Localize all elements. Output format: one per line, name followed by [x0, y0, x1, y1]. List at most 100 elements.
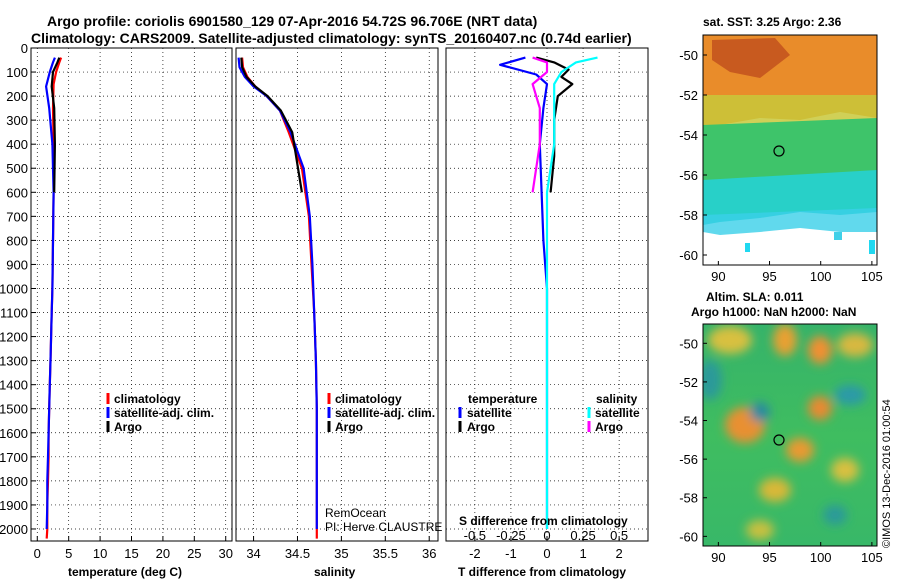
s-difference-xlabel: S difference from climatology	[459, 514, 628, 528]
x2-tick-label: -0.25	[496, 528, 526, 543]
series-line-satellite-adj-clim-	[237, 57, 318, 529]
map-y-tick-label: -60	[679, 529, 698, 544]
sla-profile-marker	[773, 434, 785, 446]
y-tick-label: 0	[21, 41, 28, 56]
map-x-tick-label: 95	[762, 550, 776, 565]
salinity-difference-axis: -0.5 -0.25 0 0.25 0.5	[464, 528, 629, 543]
sst-heatmap	[703, 35, 877, 265]
x-tick-label: 36	[422, 546, 436, 561]
sla-positive-anomaly	[786, 438, 814, 462]
x-tick-label: -1	[505, 546, 517, 561]
x-tick-label: 5	[65, 546, 72, 561]
x-tick-label: 10	[93, 546, 107, 561]
y-tick-label: 600	[6, 185, 28, 200]
map-x-tick-label: 90	[711, 550, 725, 565]
sla-heatmap	[703, 324, 877, 546]
x-tick-label: 0	[34, 546, 41, 561]
difference-legend: temperature satellite Argo salinity sate…	[458, 392, 640, 434]
legend-label-s-satellite: satellite	[595, 406, 640, 420]
sst-map-frame	[702, 34, 878, 266]
salinity-panel	[235, 47, 439, 542]
sst-hot-patch	[712, 38, 790, 78]
y-tick-label: 1100	[0, 306, 28, 321]
sla-positive-anomaly	[746, 520, 774, 540]
y-tick-label: 1000	[0, 281, 28, 296]
temperature-grid	[31, 47, 232, 541]
sla-negative-anomaly	[823, 505, 847, 525]
sla-positive-anomaly	[837, 333, 873, 357]
x-tick-label: 1	[579, 546, 586, 561]
map-y-tick-label: -58	[679, 208, 698, 223]
y-tick-label: 100	[6, 65, 28, 80]
sla-negative-anomaly	[750, 402, 770, 422]
title-line-2: Climatology: CARS2009. Satellite-adjuste…	[31, 30, 632, 46]
y-tick-label: 1600	[0, 426, 28, 441]
y-tick-label: 2000	[0, 522, 28, 537]
copyright-label: ©IMOS 13-Dec-2016 01:00:54	[881, 399, 893, 548]
map-x-tick-label: 90	[711, 269, 725, 284]
x-tick-label: 2	[616, 546, 623, 561]
sla-map-frame	[702, 323, 878, 547]
x2-tick-label: 0.5	[610, 528, 628, 543]
y-tick-label: 1700	[0, 450, 28, 465]
x-tick-label: 35.5	[373, 546, 398, 561]
salinity-x-axis: 34 34.5 35 35.5 36	[246, 536, 436, 561]
y-tick-label: 500	[6, 161, 28, 176]
legend-label-t-argo: Argo	[467, 420, 495, 434]
x2-tick-label: -0.5	[464, 528, 486, 543]
salinity-lines	[237, 57, 318, 539]
temperature-xlabel: temperature (deg C)	[68, 565, 182, 579]
difference-xlabel: T difference from climatology	[458, 565, 626, 579]
difference-lines	[499, 56, 598, 529]
legend-label-s-argo: Argo	[595, 420, 623, 434]
x-tick-label: 15	[124, 546, 138, 561]
sst-map-title: sat. SST: 3.25 Argo: 2.36	[703, 15, 842, 29]
legend-label-argo: Argo	[335, 420, 363, 434]
x-tick-label: 0	[543, 546, 550, 561]
temperature-x-axis: 0 5 10 15 20 25 30	[34, 536, 233, 561]
y-tick-label: 800	[6, 233, 28, 248]
legend-title-temperature: temperature	[468, 392, 538, 406]
temperature-lines	[44, 57, 63, 539]
sst-axes: 90 95 100 105 -50 -52 -54 -56 -58 -60	[679, 48, 883, 284]
x2-tick-label: 0	[543, 528, 550, 543]
map-y-tick-label: -52	[679, 375, 698, 390]
sla-negative-anomaly	[703, 360, 722, 400]
legend-label-argo: Argo	[114, 420, 142, 434]
map-y-tick-label: -52	[679, 88, 698, 103]
sst-profile-marker	[773, 145, 785, 157]
x-tick-label: 20	[156, 546, 170, 561]
sla-positive-anomaly	[831, 458, 859, 482]
x2-tick-label: 0.25	[570, 528, 595, 543]
y-tick-label: 1800	[0, 474, 28, 489]
annotation-pi: PI: Herve CLAUSTRE	[325, 520, 442, 534]
map-x-tick-label: 105	[861, 269, 883, 284]
x-tick-label: -2	[469, 546, 481, 561]
sla-map-title: Altim. SLA: 0.011	[706, 290, 804, 304]
legend-label-climatology: climatology	[335, 392, 402, 406]
title-line-1: Argo profile: coriolis 6901580_129 07-Ap…	[47, 13, 537, 29]
legend-label-satellite: satellite-adj. clim.	[114, 406, 214, 420]
sla-axes: 90 95 100 105 -50 -52 -54 -56 -58 -60	[679, 336, 883, 565]
y-tick-label: 700	[6, 209, 28, 224]
x-tick-label: 30	[218, 546, 232, 561]
sla-positive-anomaly	[808, 396, 832, 420]
salinity-xlabel: salinity	[314, 565, 356, 579]
sla-positive-anomaly	[808, 336, 832, 364]
x-tick-label: 34	[246, 546, 260, 561]
legend-title-salinity: salinity	[596, 392, 638, 406]
map-y-tick-label: -58	[679, 491, 698, 506]
map-x-tick-label: 95	[762, 269, 776, 284]
y-tick-label: 900	[6, 257, 28, 272]
map-y-tick-label: -50	[679, 336, 698, 351]
depth-axis: 0 100 200 300 400 500 600 700 800 900 1000 1100 1200…	[0, 41, 36, 537]
series-line-climatology	[241, 57, 318, 539]
sla-map-subtitle: Argo h1000: NaN h2000: NaN	[691, 305, 856, 319]
y-tick-label: 1200	[0, 330, 28, 345]
map-y-tick-label: -54	[679, 128, 698, 143]
temperature-legend: climatology satellite-adj. clim. Argo	[106, 392, 214, 434]
y-tick-label: 1400	[0, 378, 28, 393]
map-x-tick-label: 100	[810, 269, 832, 284]
annotation-remocean: RemOcean	[325, 506, 386, 520]
